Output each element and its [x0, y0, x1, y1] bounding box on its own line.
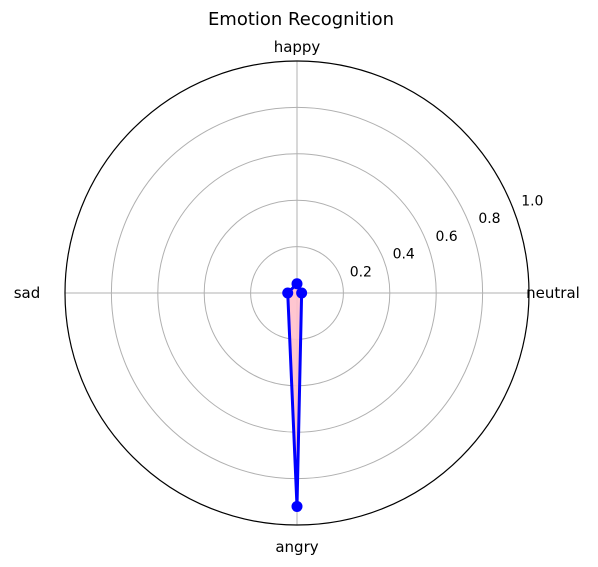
category-label-happy: happy	[274, 38, 321, 56]
series-point-angry	[291, 500, 303, 512]
series-point-sad	[282, 287, 294, 299]
polar-frame	[64, 60, 530, 526]
series-layer	[282, 278, 308, 512]
r-tick-label: 1.0	[521, 193, 543, 209]
series-point-neutral	[296, 287, 308, 299]
category-label-angry: angry	[275, 538, 318, 556]
category-label-sad: sad	[14, 284, 41, 302]
r-tick-label: 0.6	[435, 229, 457, 245]
category-label-neutral: neutral	[526, 284, 580, 302]
r-tick-label: 0.2	[350, 264, 372, 280]
series-point-happy	[291, 278, 303, 290]
label-layer: 0.2 0.4 0.6 0.8 1.0 neutral happy sad angry	[14, 38, 580, 556]
chart-title: Emotion Recognition	[208, 9, 394, 30]
r-tick-label: 0.4	[393, 247, 415, 263]
r-tick-label: 0.8	[478, 211, 500, 227]
